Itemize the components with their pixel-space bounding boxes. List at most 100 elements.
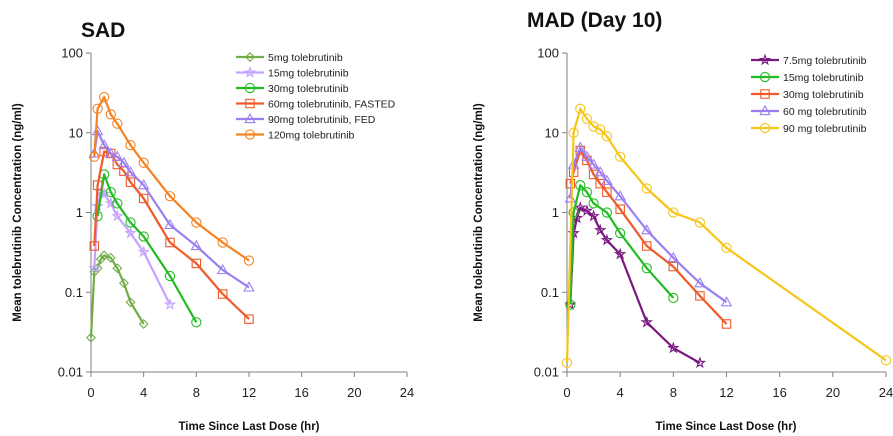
- legend-swatch-marker: [244, 129, 256, 140]
- data-point-marker: [190, 239, 203, 251]
- y-axis-label: Mean tolebrutinib Concentration (ng/ml): [473, 103, 485, 322]
- x-tick-label: 8: [670, 385, 677, 400]
- data-point-marker: [92, 180, 103, 190]
- data-point-marker: [668, 261, 679, 272]
- data-point-marker: [615, 228, 626, 239]
- series-5mg-tolebrutinib: [86, 250, 149, 343]
- data-point-marker: [575, 180, 586, 191]
- data-point-marker: [595, 178, 605, 189]
- legend-item: 120mg tolebrutinib: [236, 129, 355, 141]
- x-tick-label: 4: [140, 385, 147, 400]
- y-tick-label: 0.01: [58, 365, 83, 380]
- chart-title: MAD (Day 10): [527, 9, 662, 32]
- data-point-marker: [165, 237, 175, 248]
- x-tick-label: 16: [772, 385, 786, 400]
- data-point-marker: [138, 193, 149, 204]
- series-30mg-tolebrutinib: [565, 145, 732, 329]
- data-point-marker: [138, 157, 149, 168]
- data-point-marker: [105, 109, 116, 120]
- data-point-marker: [581, 113, 593, 124]
- data-point-marker: [164, 218, 176, 230]
- x-axis-label: Time Since Last Dose (hr): [178, 421, 319, 433]
- x-tick-label: 16: [294, 385, 308, 400]
- data-point-marker: [99, 91, 110, 103]
- data-point-marker: [721, 319, 732, 329]
- data-point-marker: [243, 255, 255, 266]
- data-point-marker: [587, 209, 600, 222]
- legend-item: 30mg tolebrutinib: [236, 83, 349, 95]
- data-point-marker: [561, 357, 573, 369]
- legend-item: 90 mg tolebrutinib: [751, 123, 867, 135]
- series-line: [93, 150, 250, 320]
- data-point-marker: [164, 270, 176, 282]
- data-point-marker: [95, 254, 106, 265]
- series-line: [569, 184, 675, 305]
- data-point-marker: [138, 319, 149, 329]
- data-point-marker: [89, 241, 100, 251]
- y-tick-label: 1: [552, 205, 559, 220]
- data-point-marker: [574, 141, 587, 152]
- series-line: [89, 254, 145, 338]
- y-tick-label: 0.1: [541, 285, 559, 300]
- series-60-mg-tolebrutinib: [564, 141, 733, 307]
- data-point-marker: [641, 263, 652, 274]
- series-120mg-tolebrutinib: [89, 91, 255, 266]
- data-point-marker: [89, 151, 100, 162]
- data-point-marker: [91, 199, 104, 212]
- data-point-marker: [668, 207, 679, 218]
- data-point-marker: [575, 103, 586, 114]
- data-point-marker: [217, 289, 228, 299]
- legend-item: 60 mg tolebrutinib: [751, 104, 867, 118]
- data-point-marker: [695, 291, 705, 301]
- series-90-mg-tolebrutinib: [561, 103, 892, 369]
- legend-label: 30mg tolebrutinib: [783, 89, 864, 101]
- data-point-marker: [587, 158, 600, 169]
- legend: 7.5mg tolebrutinib 15mg tolebrutinib 30mg …: [751, 53, 867, 135]
- data-point-marker: [568, 127, 579, 138]
- data-point-marker: [191, 317, 202, 328]
- series-30mg-tolebrutinib: [92, 169, 202, 328]
- data-point-marker: [600, 233, 614, 246]
- x-axis-label: Time Since Last Dose (hr): [655, 421, 796, 433]
- data-point-marker: [124, 166, 137, 177]
- data-point-marker: [595, 124, 606, 135]
- legend-item: 7.5mg tolebrutinib: [751, 53, 867, 67]
- legend-swatch-marker: [759, 122, 771, 134]
- series-90mg-tolebrutinib-fed: [88, 124, 255, 292]
- data-point-marker: [594, 223, 607, 236]
- series-line: [565, 107, 887, 363]
- data-point-marker: [694, 217, 706, 228]
- data-point-marker: [125, 177, 136, 187]
- data-point-marker: [86, 332, 96, 343]
- data-point-marker: [105, 147, 117, 158]
- data-point-marker: [92, 103, 103, 114]
- y-tick-label: 0.1: [65, 285, 83, 300]
- legend-label: 90mg tolebrutinib, FED: [268, 114, 376, 126]
- legend-label: 7.5mg tolebrutinib: [783, 55, 867, 67]
- y-axis-label: Mean tolebrutinib Concentration (ng/ml): [12, 103, 24, 322]
- chart-panel-2: MAD (Day 10) 0.01 0.1 1 10 100 0 4 8 12 16 20 24 Time…: [473, 9, 893, 433]
- data-point-marker: [138, 231, 149, 242]
- data-point-marker: [112, 263, 123, 274]
- x-tick-label: 24: [879, 385, 893, 400]
- x-tick-label: 20: [826, 385, 840, 400]
- data-point-marker: [614, 190, 626, 201]
- data-point-marker: [164, 191, 176, 202]
- data-point-marker: [880, 355, 892, 366]
- data-point-marker: [641, 241, 652, 251]
- data-point-marker: [588, 198, 599, 209]
- data-point-marker: [588, 121, 599, 132]
- legend-item: 5mg tolebrutinib: [236, 52, 343, 64]
- data-point-marker: [564, 298, 577, 310]
- x-tick-label: 24: [400, 385, 414, 400]
- legend-swatch-marker: [759, 71, 771, 83]
- series-line: [93, 191, 171, 306]
- data-point-marker: [667, 341, 680, 354]
- legend-label: 120mg tolebrutinib: [268, 129, 355, 141]
- series-line: [569, 149, 728, 325]
- data-point-marker: [112, 118, 123, 129]
- data-point-marker: [216, 263, 229, 275]
- data-point-marker: [92, 210, 103, 222]
- legend-label: 30mg tolebrutinib: [268, 83, 349, 95]
